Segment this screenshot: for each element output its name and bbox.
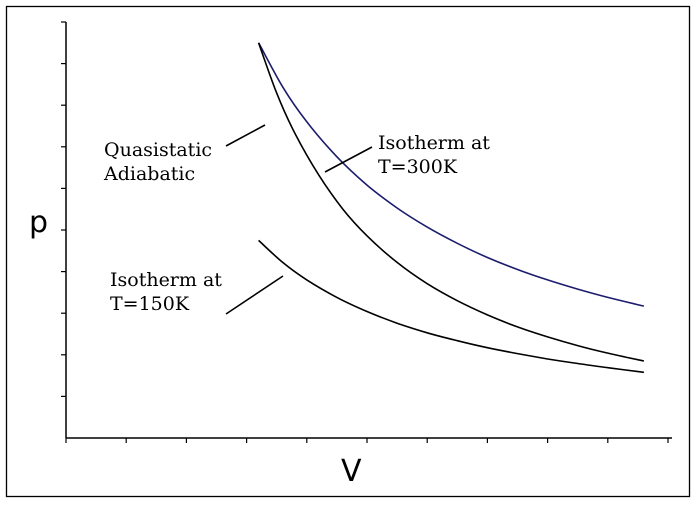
figure-border <box>5 5 691 498</box>
isotherm-300-label-line: Isotherm at <box>378 132 490 154</box>
isotherm-300-label-line: T=300K <box>378 156 458 178</box>
series-group <box>257 42 645 374</box>
isotherm-150-label-line: Isotherm at <box>110 269 222 291</box>
adiabatic-label: Quasistatic Adiabatic <box>103 139 212 185</box>
axis-ticks <box>61 21 669 443</box>
isotherm-150-label: Isotherm at T=150K <box>110 269 222 315</box>
series-line-isotherm-150 <box>258 239 645 374</box>
isotherm-150-label-leader-line <box>225 275 284 315</box>
adiabatic-label-line: Quasistatic <box>104 139 212 161</box>
y-axis-label: p <box>29 205 48 240</box>
series-line-adiabatic <box>257 42 645 362</box>
adiabatic-label-leader-line <box>225 124 266 147</box>
isotherm-300-label: Isotherm at T=300K <box>378 132 490 178</box>
isotherm-150-label-line: T=150K <box>110 293 190 315</box>
series-line-isotherm-300 <box>257 42 645 307</box>
isotherm-300-label-leader-line <box>324 146 373 173</box>
adiabatic-label-line: Adiabatic <box>103 163 195 185</box>
x-axis-label: V <box>341 454 362 489</box>
